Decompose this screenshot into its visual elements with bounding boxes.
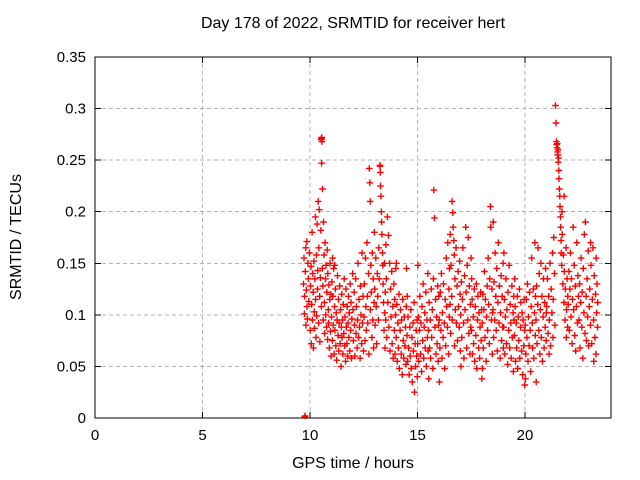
y-tick-labels: 0 0.05 0.1 0.15 0.2 0.25 0.3 0.35	[57, 49, 86, 427]
y-tick-label: 0.05	[57, 358, 86, 375]
y-tick-label: 0.1	[65, 307, 86, 324]
x-tick-label: 20	[517, 427, 534, 444]
chart-title: Day 178 of 2022, SRMTID for receiver her…	[201, 15, 506, 32]
x-tick-labels: 0 5 10 15 20	[91, 427, 534, 444]
x-tick-label: 5	[198, 427, 206, 444]
y-tick-label: 0.3	[65, 101, 86, 118]
tick-marks	[94, 56, 611, 419]
x-tick-label: 0	[91, 427, 99, 444]
y-tick-label: 0.2	[65, 204, 86, 221]
grid-lines	[95, 57, 611, 418]
y-axis-label: SRMTID / TECUs	[8, 174, 25, 300]
x-axis-label: GPS time / hours	[292, 455, 414, 472]
y-tick-label: 0.25	[57, 152, 86, 169]
scatter-points	[300, 102, 601, 419]
x-tick-label: 10	[302, 427, 319, 444]
x-tick-label: 15	[409, 427, 426, 444]
y-tick-label: 0	[78, 410, 86, 427]
scatter-points-path	[300, 102, 601, 419]
y-tick-label: 0.35	[57, 49, 86, 66]
y-tick-label: 0.15	[57, 255, 86, 272]
plot-border	[94, 56, 612, 419]
